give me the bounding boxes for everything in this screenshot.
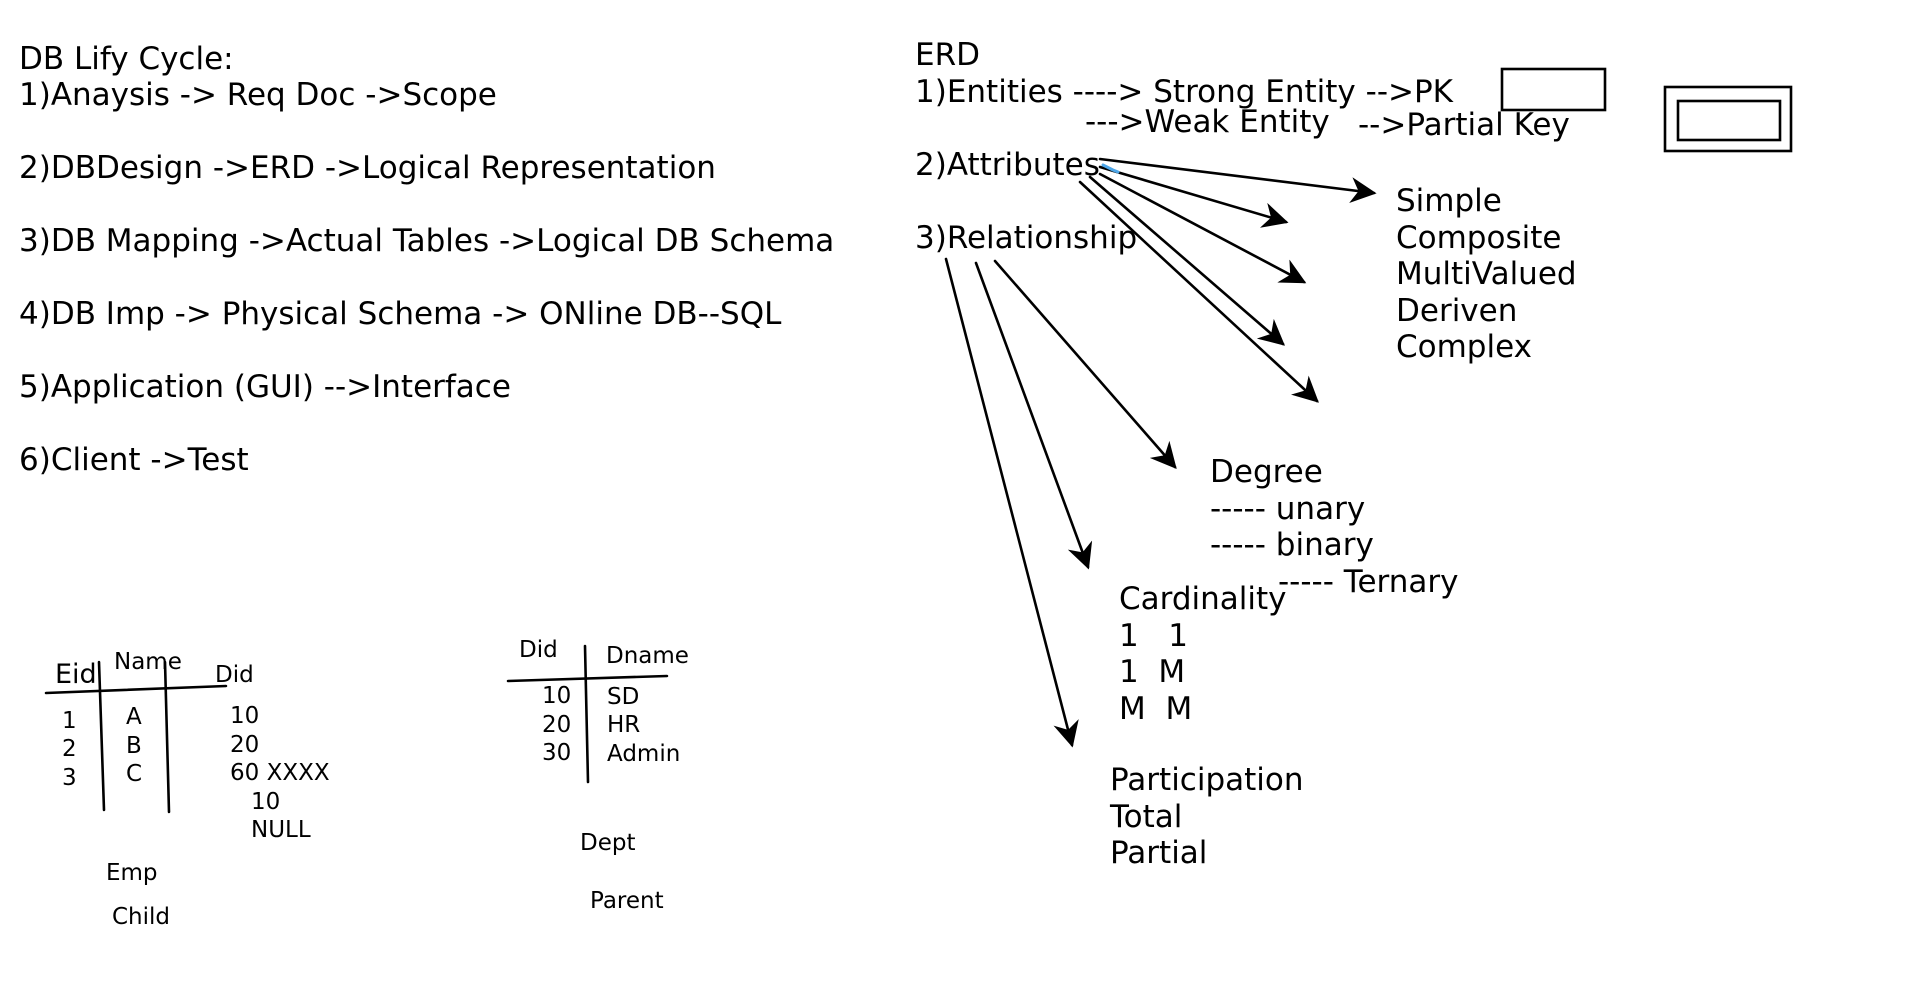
relationship-label: 3)Relationship	[915, 220, 1138, 256]
emp-column-divider-2	[163, 660, 171, 814]
emp-name-1: A	[126, 704, 142, 730]
cardinality-one-one: 1 1	[1119, 618, 1189, 654]
emp-did-3: 60 XXXX	[230, 760, 330, 786]
entities-label: 1)Entities ----> Strong Entity -->PK	[915, 74, 1454, 110]
dept-role: Parent	[590, 888, 664, 914]
degree-unary: ----- unary	[1210, 491, 1366, 527]
attribute-type-multivalued: MultiValued	[1396, 256, 1577, 292]
emp-name-3: C	[126, 761, 143, 787]
dept-name-2: HR	[607, 712, 641, 738]
partial-key-label: -->Partial Key	[1358, 107, 1570, 143]
attribute-type-simple: Simple	[1396, 183, 1502, 219]
dept-header-dname: Dname	[606, 643, 689, 669]
lifecycle-step-1: 1)Anaysis -> Req Doc ->Scope	[19, 77, 497, 113]
dept-name-1: SD	[607, 684, 640, 710]
dept-did-1: 10	[542, 683, 572, 709]
arrow-to-complex	[1078, 180, 1319, 403]
attributes-label: 2)Attributes	[915, 147, 1100, 183]
degree-binary: ----- binary	[1210, 527, 1374, 563]
dept-column-divider	[583, 644, 590, 784]
attribute-type-complex: Complex	[1396, 329, 1532, 365]
emp-caption: Emp	[106, 860, 158, 886]
attribute-type-deriven: Deriven	[1396, 293, 1518, 329]
participation-title: Participation	[1110, 762, 1304, 798]
degree-ternary: ----- Ternary	[1278, 564, 1459, 600]
emp-did-extra-1: 10	[251, 789, 281, 815]
lifecycle-step-5: 5)Application (GUI) -->Interface	[19, 369, 511, 405]
arrow-to-cardinality	[974, 261, 1093, 570]
lifecycle-step-6: 6)Client ->Test	[19, 442, 249, 478]
emp-eid-3: 3	[62, 765, 77, 791]
emp-header-divider	[44, 684, 228, 695]
weak-entity-inner-rect-icon	[1676, 99, 1782, 142]
dept-header-did: Did	[519, 637, 558, 663]
arrow-to-degree	[993, 259, 1177, 469]
emp-did-2: 20	[230, 732, 260, 758]
dept-did-3: 30	[542, 740, 572, 766]
emp-eid-2: 2	[62, 736, 77, 762]
attribute-type-composite: Composite	[1396, 220, 1562, 256]
lifecycle-step-3: 3)DB Mapping ->Actual Tables ->Logical D…	[19, 223, 835, 259]
emp-did-1: 10	[230, 703, 260, 729]
cardinality-one-many: 1 M	[1119, 654, 1186, 690]
participation-partial: Partial	[1110, 835, 1208, 871]
arrow-to-multivalued	[1098, 172, 1307, 284]
participation-total: Total	[1110, 799, 1183, 835]
lifecycle-step-2: 2)DBDesign ->ERD ->Logical Representatio…	[19, 150, 716, 186]
emp-did-extra-2: NULL	[251, 817, 311, 843]
lifecycle-step-4: 4)DB Imp -> Physical Schema -> ONline DB…	[19, 296, 782, 332]
emp-name-2: B	[126, 733, 142, 759]
arrow-to-deriven	[1088, 175, 1285, 346]
degree-title: Degree	[1210, 454, 1323, 490]
arrow-to-simple	[1098, 157, 1377, 204]
lifecycle-title: DB Lify Cycle:	[19, 41, 234, 77]
emp-header-eid: Eid	[55, 659, 97, 690]
erd-title: ERD	[915, 37, 980, 73]
arrow-to-participation	[944, 257, 1079, 748]
dept-name-3: Admin	[607, 741, 681, 767]
strong-entity-rect-icon	[1500, 67, 1607, 112]
emp-column-divider-1	[97, 660, 106, 812]
arrow-to-composite	[1098, 165, 1289, 228]
dept-did-2: 20	[542, 712, 572, 738]
cardinality-title: Cardinality	[1119, 581, 1287, 617]
dept-header-divider	[506, 674, 669, 683]
cardinality-many-many: M M	[1119, 691, 1193, 727]
emp-eid-1: 1	[62, 708, 77, 734]
emp-header-did: Did	[215, 662, 254, 688]
weak-entity-label: --->Weak Entity	[1085, 104, 1330, 140]
highlight-mark	[1101, 163, 1120, 174]
emp-role: Child	[112, 904, 171, 930]
weak-entity-outer-rect-icon	[1663, 85, 1793, 153]
dept-caption: Dept	[580, 830, 636, 856]
